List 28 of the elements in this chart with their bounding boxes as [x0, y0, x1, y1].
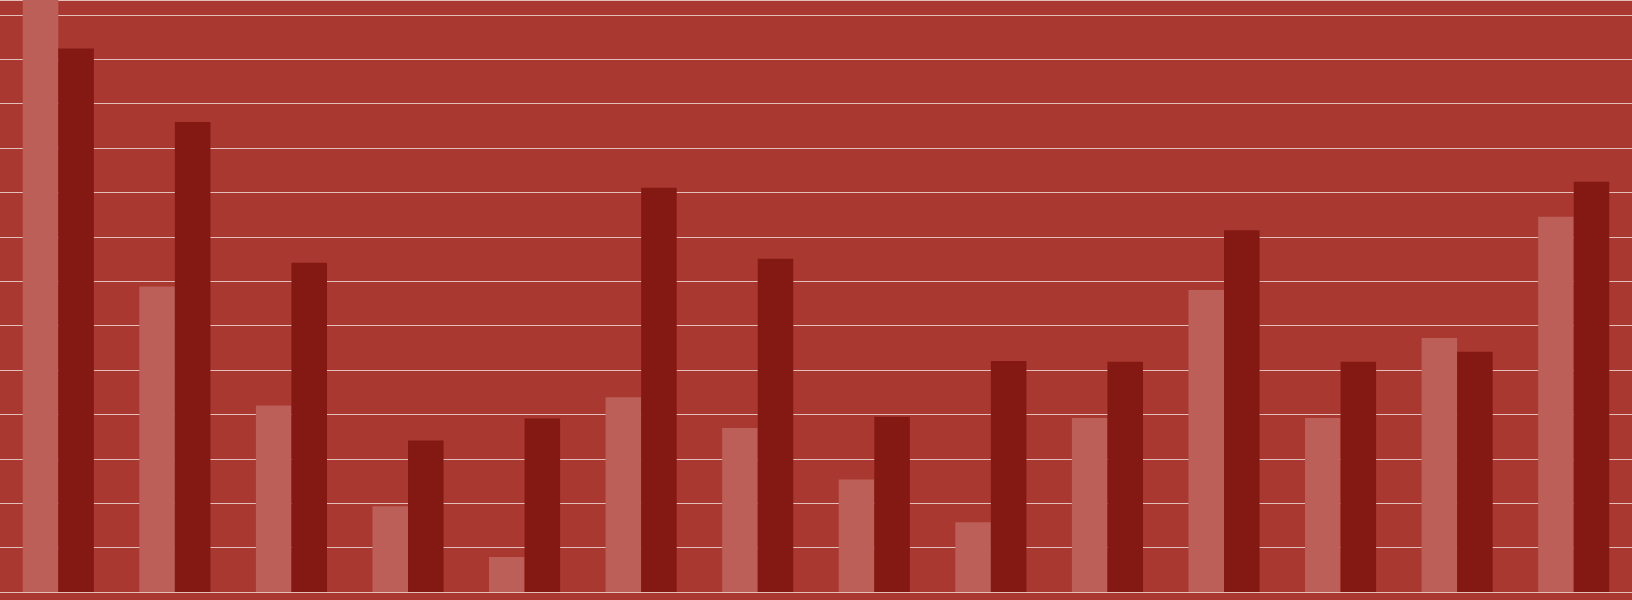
- bar: [757, 258, 794, 592]
- bar: [1107, 361, 1143, 592]
- bar: [1421, 338, 1458, 592]
- bar: [174, 121, 211, 592]
- bar: [1457, 351, 1493, 592]
- bar: [1340, 361, 1377, 592]
- bar: [524, 418, 561, 592]
- bar: [22, 0, 59, 592]
- bar: [1071, 417, 1108, 592]
- bar: [408, 440, 444, 592]
- bar: [955, 522, 991, 592]
- bar: [1538, 216, 1574, 592]
- bar: [874, 416, 910, 592]
- bar: [605, 397, 642, 592]
- bar: [58, 48, 94, 592]
- bar: [139, 286, 175, 592]
- bar: [489, 557, 525, 592]
- bar: [838, 479, 875, 592]
- bar: [1188, 290, 1224, 592]
- bar: [291, 262, 327, 592]
- bar: [255, 405, 292, 592]
- bar: [641, 187, 677, 592]
- bar: [990, 361, 1027, 592]
- bar: [722, 428, 758, 592]
- bar: [372, 506, 408, 592]
- bar: [1224, 230, 1260, 592]
- bar: [1573, 181, 1610, 592]
- bar: [1305, 417, 1341, 592]
